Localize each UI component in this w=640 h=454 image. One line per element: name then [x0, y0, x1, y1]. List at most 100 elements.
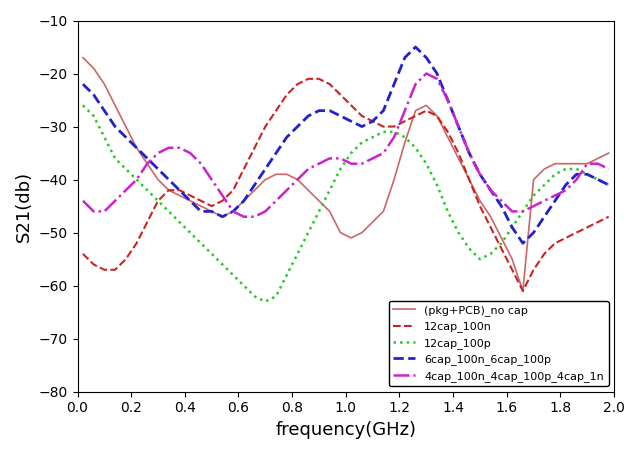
4cap_100n_4cap_100p_4cap_1n [530, 203, 538, 209]
12cap_100n [111, 267, 119, 272]
(pkg+PCB)_no cap [90, 65, 97, 71]
4cap_100n_4cap_100p_4cap_1n [508, 209, 516, 214]
(pkg+PCB)_no cap [283, 172, 291, 177]
4cap_100n_4cap_100p_4cap_1n [476, 172, 484, 177]
6cap_100n_6cap_100p [100, 108, 108, 114]
12cap_100p [412, 145, 419, 150]
4cap_100n_4cap_100p_4cap_1n [197, 161, 205, 167]
6cap_100n_6cap_100p [369, 118, 376, 124]
6cap_100n_6cap_100p [111, 124, 119, 129]
12cap_100n [358, 113, 365, 118]
12cap_100p [326, 188, 333, 193]
(pkg+PCB)_no cap [337, 230, 344, 235]
6cap_100n_6cap_100p [197, 209, 205, 214]
4cap_100n_4cap_100p_4cap_1n [444, 97, 452, 103]
12cap_100n [422, 108, 430, 114]
12cap_100p [315, 209, 323, 214]
(pkg+PCB)_no cap [454, 156, 462, 161]
6cap_100n_6cap_100p [175, 188, 183, 193]
6cap_100n_6cap_100p [283, 134, 291, 140]
(pkg+PCB)_no cap [380, 209, 387, 214]
4cap_100n_4cap_100p_4cap_1n [100, 209, 108, 214]
12cap_100n [562, 235, 570, 241]
(pkg+PCB)_no cap [100, 81, 108, 87]
4cap_100n_4cap_100p_4cap_1n [90, 209, 97, 214]
6cap_100n_6cap_100p [229, 209, 237, 214]
(pkg+PCB)_no cap [154, 177, 162, 183]
6cap_100n_6cap_100p [540, 214, 548, 219]
(pkg+PCB)_no cap [294, 177, 301, 183]
4cap_100n_4cap_100p_4cap_1n [143, 161, 151, 167]
12cap_100p [454, 230, 462, 235]
12cap_100n [283, 92, 291, 98]
(pkg+PCB)_no cap [401, 140, 409, 145]
(pkg+PCB)_no cap [433, 113, 441, 118]
12cap_100p [305, 230, 312, 235]
12cap_100p [218, 262, 226, 267]
12cap_100n [294, 81, 301, 87]
(pkg+PCB)_no cap [348, 235, 355, 241]
12cap_100n [143, 219, 151, 225]
12cap_100p [401, 134, 409, 140]
4cap_100n_4cap_100p_4cap_1n [433, 76, 441, 82]
12cap_100n [497, 246, 505, 251]
12cap_100n [90, 262, 97, 267]
4cap_100n_4cap_100p_4cap_1n [337, 156, 344, 161]
12cap_100n [433, 113, 441, 118]
12cap_100n [337, 92, 344, 98]
4cap_100n_4cap_100p_4cap_1n [519, 209, 527, 214]
6cap_100n_6cap_100p [530, 230, 538, 235]
(pkg+PCB)_no cap [262, 177, 269, 183]
(pkg+PCB)_no cap [530, 177, 538, 183]
12cap_100n [348, 103, 355, 108]
12cap_100n [487, 225, 495, 230]
4cap_100n_4cap_100p_4cap_1n [540, 198, 548, 203]
12cap_100n [132, 241, 140, 246]
4cap_100n_4cap_100p_4cap_1n [251, 214, 259, 219]
12cap_100p [573, 166, 580, 172]
6cap_100n_6cap_100p [433, 71, 441, 76]
12cap_100p [165, 209, 173, 214]
12cap_100p [186, 230, 194, 235]
4cap_100n_4cap_100p_4cap_1n [132, 177, 140, 183]
Legend: (pkg+PCB)_no cap, 12cap_100n, 12cap_100p, 6cap_100n_6cap_100p, 4cap_100n_4cap_10: (pkg+PCB)_no cap, 12cap_100n, 12cap_100p… [388, 301, 609, 386]
(pkg+PCB)_no cap [218, 214, 226, 219]
12cap_100n [229, 188, 237, 193]
12cap_100n [390, 124, 398, 129]
12cap_100n [122, 257, 130, 262]
6cap_100n_6cap_100p [454, 124, 462, 129]
12cap_100n [401, 118, 409, 124]
12cap_100n [326, 81, 333, 87]
4cap_100n_4cap_100p_4cap_1n [218, 193, 226, 198]
(pkg+PCB)_no cap [165, 188, 173, 193]
(pkg+PCB)_no cap [251, 188, 259, 193]
12cap_100n [465, 177, 473, 183]
12cap_100p [294, 251, 301, 257]
(pkg+PCB)_no cap [540, 166, 548, 172]
12cap_100n [100, 267, 108, 272]
6cap_100n_6cap_100p [519, 241, 527, 246]
(pkg+PCB)_no cap [594, 156, 602, 161]
6cap_100n_6cap_100p [79, 81, 87, 87]
6cap_100n_6cap_100p [208, 209, 216, 214]
6cap_100n_6cap_100p [465, 150, 473, 156]
Line: 12cap_100n: 12cap_100n [83, 79, 609, 291]
4cap_100n_4cap_100p_4cap_1n [165, 145, 173, 150]
4cap_100n_4cap_100p_4cap_1n [562, 188, 570, 193]
6cap_100n_6cap_100p [90, 92, 97, 98]
4cap_100n_4cap_100p_4cap_1n [412, 81, 419, 87]
12cap_100p [208, 251, 216, 257]
4cap_100n_4cap_100p_4cap_1n [154, 150, 162, 156]
(pkg+PCB)_no cap [326, 209, 333, 214]
4cap_100n_4cap_100p_4cap_1n [111, 198, 119, 203]
(pkg+PCB)_no cap [551, 161, 559, 167]
12cap_100p [519, 209, 527, 214]
6cap_100n_6cap_100p [573, 172, 580, 177]
(pkg+PCB)_no cap [412, 108, 419, 114]
4cap_100n_4cap_100p_4cap_1n [584, 161, 591, 167]
12cap_100n [508, 267, 516, 272]
12cap_100p [154, 198, 162, 203]
12cap_100p [175, 219, 183, 225]
4cap_100n_4cap_100p_4cap_1n [305, 166, 312, 172]
12cap_100p [422, 161, 430, 167]
